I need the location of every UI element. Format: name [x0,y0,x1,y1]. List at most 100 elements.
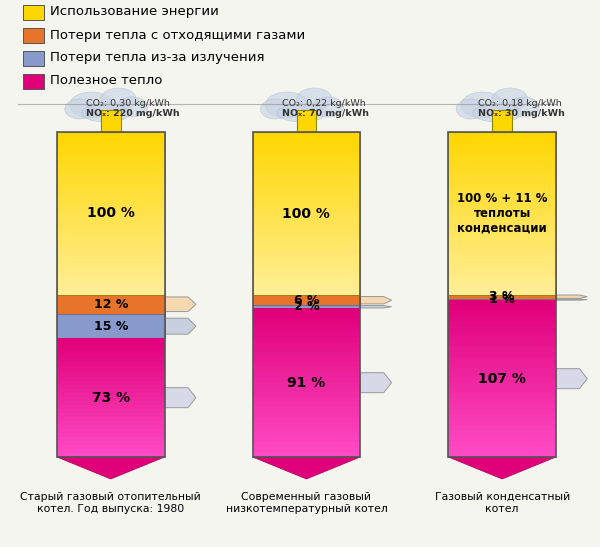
Bar [57,241,164,246]
Bar [57,381,164,386]
Bar [448,347,556,353]
Bar [448,213,556,217]
Bar [253,308,360,313]
Bar [253,152,360,156]
Bar [448,258,556,262]
Text: NOₓ: 30 mg/kWh: NOₓ: 30 mg/kWh [478,108,565,118]
Polygon shape [360,306,392,308]
Bar [253,237,360,242]
Bar [253,258,360,263]
Bar [448,399,556,405]
Bar [448,383,556,389]
Bar [57,176,164,181]
Bar [57,449,164,453]
Bar [253,184,360,189]
Bar [57,274,164,278]
Bar [57,425,164,429]
Bar [448,420,556,426]
Bar [448,410,556,415]
Text: 12 %: 12 % [94,298,128,311]
Bar [253,407,360,412]
Bar [253,287,360,291]
Bar [253,328,360,333]
Bar [253,437,360,442]
Bar [57,417,164,421]
Bar [253,295,360,305]
Bar [448,188,556,193]
Bar [448,139,556,144]
Bar [253,132,360,457]
Text: 15 %: 15 % [94,319,128,333]
Bar [57,413,164,417]
Bar [57,144,164,148]
Bar [57,278,164,282]
Bar [57,249,164,254]
Bar [57,374,164,378]
Bar [448,290,556,294]
Bar [57,132,164,457]
Bar [57,385,164,390]
Bar [57,201,164,205]
Bar [253,181,360,185]
Bar [448,368,556,374]
Bar [253,342,360,348]
Ellipse shape [65,99,94,119]
Text: Старый газовый отопительный
котел. Год выпуска: 1980: Старый газовый отопительный котел. Год в… [20,492,201,514]
Polygon shape [164,388,196,408]
Bar [253,168,360,173]
Bar [448,310,556,316]
Text: Газовый конденсатный
котел: Газовый конденсатный котел [434,492,570,514]
Bar [448,221,556,225]
Text: 1 %: 1 % [490,293,515,306]
Bar [57,152,164,156]
Bar [448,196,556,201]
Bar [253,270,360,275]
Bar [253,213,360,218]
Text: Полезное тепло: Полезное тепло [50,74,163,88]
Bar [448,181,556,185]
Bar [253,432,360,437]
Bar [57,221,164,225]
Bar [448,249,556,254]
Bar [253,362,360,368]
Bar [253,352,360,358]
Bar [253,347,360,353]
Bar [57,136,164,140]
Bar [448,286,556,290]
Polygon shape [556,295,587,298]
Bar [448,274,556,278]
Bar [253,275,360,279]
Polygon shape [253,457,360,479]
Bar [57,409,164,414]
Bar [57,314,164,339]
Bar [448,132,556,294]
Bar [57,437,164,441]
Bar [57,429,164,433]
Bar [448,357,556,363]
Bar [57,164,164,168]
Text: NOₓ: 220 mg/kWh: NOₓ: 220 mg/kWh [86,108,180,118]
Bar [57,294,164,314]
Ellipse shape [508,97,539,117]
Bar [57,282,164,287]
Text: 3 %: 3 % [490,290,515,303]
Bar [448,229,556,234]
Polygon shape [360,296,392,304]
Bar [57,233,164,237]
Bar [448,282,556,287]
Bar [253,136,360,140]
Bar [57,196,164,201]
Bar [57,433,164,437]
Bar [253,357,360,363]
Text: 91 %: 91 % [287,376,326,389]
Bar [57,188,164,193]
Bar [253,333,360,338]
Bar [253,132,360,295]
Bar [448,270,556,274]
Bar [448,205,556,209]
Bar [448,136,556,140]
Bar [253,234,360,238]
Bar [57,237,164,242]
Polygon shape [164,297,196,312]
Bar [253,402,360,408]
